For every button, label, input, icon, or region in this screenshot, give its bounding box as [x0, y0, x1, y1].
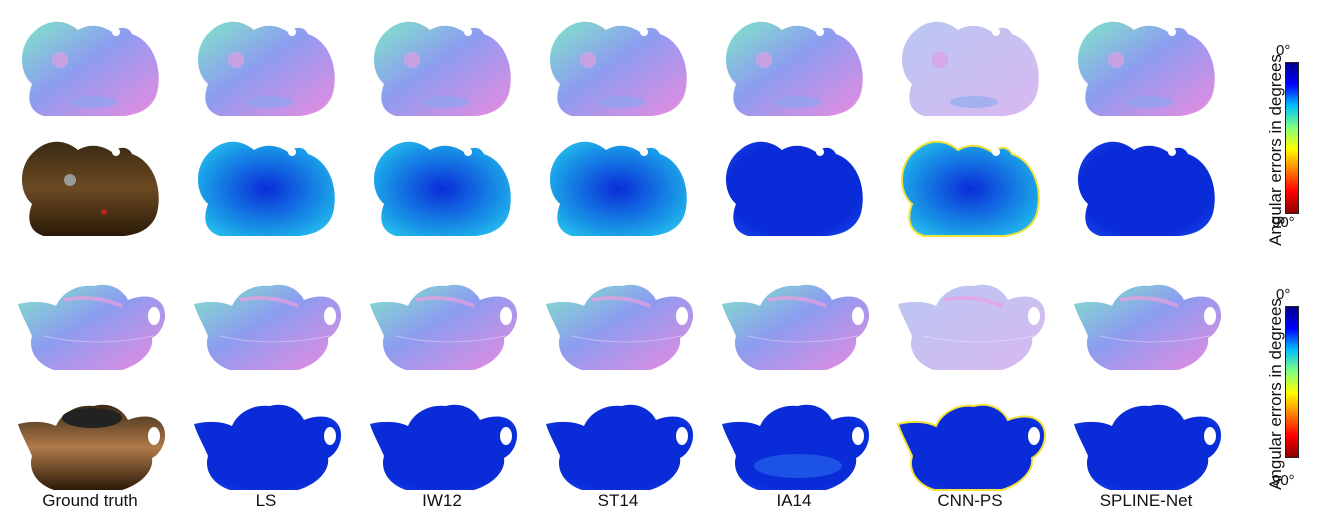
colorbar-2-title: Angular errors in degrees: [1266, 298, 1285, 490]
cat-shape: [725, 141, 863, 236]
teapot-shape: [546, 284, 694, 370]
cat-shape: [21, 141, 159, 236]
teapot-shape: [370, 284, 518, 370]
cat-normal-map-6: [1060, 6, 1232, 126]
colorbar-2-min: 0°: [1276, 286, 1291, 303]
caption-spline-net: SPLINE-Net: [1099, 491, 1193, 510]
cat-shape: [21, 21, 159, 116]
teapot-error-map-5: [884, 386, 1056, 506]
colorbar-1: [1285, 62, 1299, 214]
teapot-error-map-1: [180, 386, 352, 506]
teapot-shape: [1074, 284, 1222, 370]
cat-shape: [373, 141, 511, 236]
teapot-error-map-4: [708, 386, 880, 506]
teapot-normal-map-3: [532, 266, 704, 386]
teapot-normal-map-0: [4, 266, 176, 386]
cat-error-map-5: [884, 126, 1056, 246]
teapot-shape: [194, 404, 342, 490]
teapot-error-map-6: [1060, 386, 1232, 506]
caption-ground-truth: Ground truth: [42, 491, 138, 510]
teapot-shape: [722, 404, 870, 490]
teapot-shape: [194, 284, 342, 370]
caption-ia14: IA14: [776, 491, 812, 510]
teapot-shape: [18, 404, 166, 490]
cat-shape: [549, 21, 687, 116]
cat-normal-map-2: [356, 6, 528, 126]
cat-shape: [197, 21, 335, 116]
teapot-shape: [896, 403, 1047, 491]
colorbar-1-title: Angular errors in degrees: [1266, 54, 1285, 246]
cat-normal-map-5: [884, 6, 1056, 126]
cat-normal-map-1: [180, 6, 352, 126]
teapot-normal-map-5: [884, 266, 1056, 386]
cat-shape: [1077, 21, 1215, 116]
teapot-error-map-2: [356, 386, 528, 506]
cat-shape: [549, 141, 687, 236]
caption-ls: LS: [255, 491, 277, 510]
cat-normal-map-3: [532, 6, 704, 126]
teapot-shape: [370, 404, 518, 490]
cat-shape: [1077, 141, 1215, 236]
colorbar-2: [1285, 306, 1299, 458]
teapot-shape: [546, 404, 694, 490]
teapot-normal-map-4: [708, 266, 880, 386]
cat-error-map-6: [1060, 126, 1232, 246]
caption-cnn-ps: CNN-PS: [937, 491, 1003, 510]
teapot-shape: [1074, 404, 1222, 490]
cat-error-map-4: [708, 126, 880, 246]
colorbar-1-max: 90°: [1272, 214, 1295, 231]
caption-iw12: IW12: [422, 491, 462, 510]
cat-shape: [197, 141, 335, 236]
teapot-normal-map-2: [356, 266, 528, 386]
teapot-shape: [722, 284, 870, 370]
cat-shape: [900, 140, 1040, 237]
cat-normal-map-4: [708, 6, 880, 126]
cat-error-map-0: [4, 126, 176, 246]
teapot-error-map-3: [532, 386, 704, 506]
colorbar-2-max: 90°: [1272, 472, 1295, 489]
cat-shape: [725, 21, 863, 116]
teapot-normal-map-6: [1060, 266, 1232, 386]
cat-error-map-1: [180, 126, 352, 246]
cat-shape: [901, 21, 1039, 116]
caption-st14: ST14: [597, 491, 639, 510]
teapot-normal-map-1: [180, 266, 352, 386]
teapot-shape: [898, 284, 1046, 370]
cat-error-map-2: [356, 126, 528, 246]
cat-shape: [373, 21, 511, 116]
teapot-shape: [18, 284, 166, 370]
colorbar-1-min: 0°: [1276, 42, 1291, 59]
cat-error-map-3: [532, 126, 704, 246]
cat-normal-map-0: [4, 6, 176, 126]
teapot-error-map-0: [4, 386, 176, 506]
